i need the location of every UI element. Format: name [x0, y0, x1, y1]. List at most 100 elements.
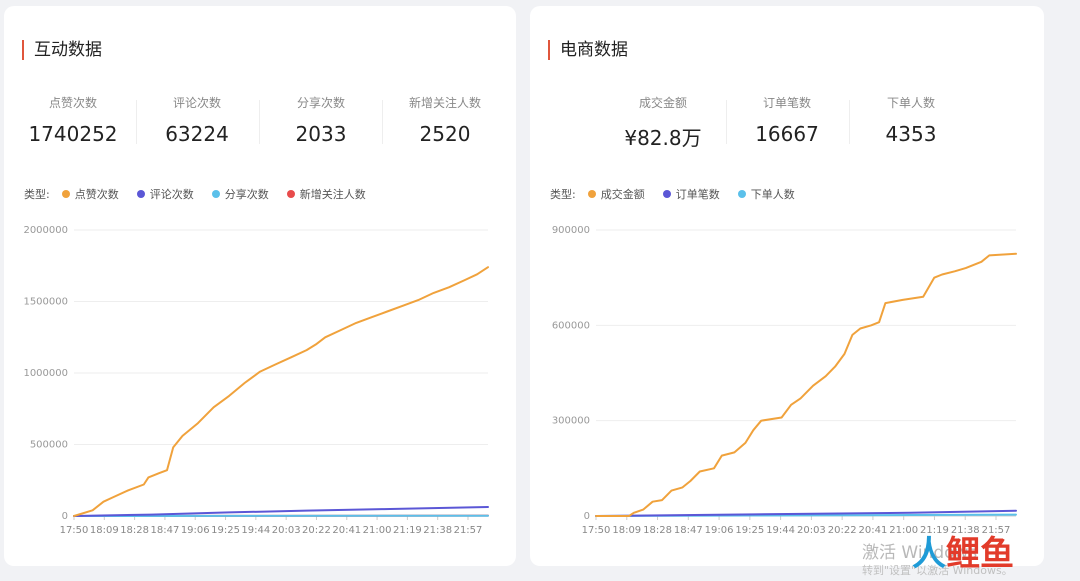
- x-tick-label: 20:22: [828, 525, 857, 536]
- stat-value: 16667: [755, 122, 819, 146]
- legend-label: 点赞次数: [74, 188, 119, 201]
- ecommerce-card: 电商数据 成交金额 ¥82.8万 订单笔数 16667 下单人数 4353 类型…: [530, 6, 1044, 566]
- stat-label: 评论次数: [172, 96, 221, 110]
- divider: [726, 100, 727, 144]
- y-tick-label: 900000: [552, 225, 590, 236]
- x-tick-label: 20:22: [302, 525, 331, 536]
- stat-value: 2520: [419, 122, 471, 146]
- legend-item[interactable]: 下单人数: [737, 186, 795, 202]
- legend-marker: [737, 190, 746, 198]
- stat-likes: 点赞次数 1740252: [12, 94, 134, 146]
- chart-legend: 类型: 成交金额 订单笔数 下单人数: [550, 186, 813, 202]
- chart-legend: 类型: 点赞次数 评论次数 分享次数 新增关注人数: [24, 186, 384, 202]
- stats-row: 点赞次数 1740252 评论次数 63224 分享次数 2033 新增关注人数…: [4, 94, 516, 154]
- x-tick-label: 18:28: [120, 525, 149, 536]
- x-tick-label: 21:19: [920, 525, 949, 536]
- stat-comments: 评论次数 63224: [136, 94, 258, 146]
- x-tick-label: 19:44: [766, 525, 795, 536]
- legend-label: 成交金额: [600, 188, 645, 201]
- stat-value: 4353: [885, 122, 937, 146]
- legend-marker: [286, 190, 295, 198]
- legend-marker: [61, 190, 70, 198]
- legend-label: 分享次数: [224, 188, 269, 201]
- series-line: [595, 252, 1017, 517]
- y-tick-label: 600000: [552, 320, 590, 331]
- legend-marker: [211, 190, 220, 198]
- x-tick-label: 21:00: [889, 525, 918, 536]
- legend-marker: [662, 190, 671, 198]
- y-tick-label: 300000: [552, 416, 590, 427]
- legend-item[interactable]: 新增关注人数: [286, 186, 366, 202]
- stat-orders: 订单笔数 16667: [726, 94, 848, 146]
- stats-row: 成交金额 ¥82.8万 订单笔数 16667 下单人数 4353: [530, 94, 1044, 154]
- legend-label: 订单笔数: [675, 188, 720, 201]
- stat-label: 成交金额: [638, 96, 687, 110]
- x-tick-label: 18:47: [151, 525, 180, 536]
- stat-value: 1740252: [28, 122, 118, 146]
- series-line: [73, 506, 489, 517]
- legend-marker: [136, 190, 145, 198]
- legend-marker: [587, 190, 596, 198]
- y-tick-label: 2000000: [23, 225, 68, 236]
- divider: [382, 100, 383, 144]
- legend-item[interactable]: 订单笔数: [662, 186, 720, 202]
- divider: [136, 100, 137, 144]
- site-logo: 人 鲤 鱼: [912, 534, 1014, 574]
- legend-item[interactable]: 分享次数: [211, 186, 269, 202]
- stat-value: 2033: [295, 122, 347, 146]
- interaction-card: 互动数据 点赞次数 1740252 评论次数 63224 分享次数 2033 新…: [4, 6, 516, 566]
- x-tick-label: 19:44: [241, 525, 270, 536]
- legend-label: 新增关注人数: [299, 188, 366, 201]
- card-title: 互动数据: [22, 40, 102, 60]
- legend-prefix: 类型:: [24, 188, 50, 201]
- x-tick-label: 21:38: [423, 525, 452, 536]
- y-tick-label: 500000: [30, 440, 68, 451]
- y-tick-label: 1500000: [23, 297, 68, 308]
- x-tick-label: 19:06: [181, 525, 210, 536]
- divider: [259, 100, 260, 144]
- x-tick-label: 21:57: [454, 525, 483, 536]
- x-tick-label: 20:41: [332, 525, 361, 536]
- x-tick-label: 21:19: [393, 525, 422, 536]
- y-tick-label: 0: [62, 511, 68, 522]
- x-tick-label: 19:25: [735, 525, 764, 536]
- x-tick-label: 20:03: [272, 525, 301, 536]
- logo-char: 鱼: [980, 534, 1014, 574]
- x-tick-label: 21:57: [982, 525, 1011, 536]
- stat-buyers: 下单人数 4353: [850, 94, 972, 146]
- x-tick-label: 18:09: [90, 525, 119, 536]
- divider: [849, 100, 850, 144]
- stat-value: ¥82.8万: [624, 126, 702, 150]
- stat-label: 订单笔数: [762, 96, 811, 110]
- stat-new-followers: 新增关注人数 2520: [384, 94, 506, 146]
- series-line: [73, 266, 489, 517]
- x-tick-label: 20:41: [859, 525, 888, 536]
- logo-char: 鲤: [946, 534, 980, 574]
- x-tick-label: 19:06: [705, 525, 734, 536]
- logo-char: 人: [912, 534, 946, 574]
- legend-item[interactable]: 评论次数: [136, 186, 194, 202]
- x-tick-label: 18:09: [612, 525, 641, 536]
- activation-watermark: 激活 Windows: [862, 543, 978, 563]
- stat-value: 63224: [165, 122, 229, 146]
- y-tick-label: 0: [584, 511, 590, 522]
- legend-label: 下单人数: [750, 188, 795, 201]
- stat-shares: 分享次数 2033: [260, 94, 382, 146]
- series-line: [595, 509, 1017, 517]
- x-tick-label: 18:28: [643, 525, 672, 536]
- x-tick-label: 21:00: [363, 525, 392, 536]
- legend-label: 评论次数: [149, 188, 194, 201]
- activation-watermark-sub: 转到"设置"以激活 Windows。: [862, 564, 1013, 577]
- legend-item[interactable]: 成交金额: [587, 186, 645, 202]
- card-title: 电商数据: [548, 40, 628, 60]
- stat-gmv: 成交金额 ¥82.8万: [602, 94, 724, 151]
- legend-item[interactable]: 点赞次数: [61, 186, 119, 202]
- stat-label: 点赞次数: [48, 96, 97, 110]
- x-tick-label: 18:47: [674, 525, 703, 536]
- x-tick-label: 17:50: [582, 525, 611, 536]
- x-tick-label: 20:03: [797, 525, 826, 536]
- legend-prefix: 类型:: [550, 188, 576, 201]
- y-tick-label: 1000000: [23, 368, 68, 379]
